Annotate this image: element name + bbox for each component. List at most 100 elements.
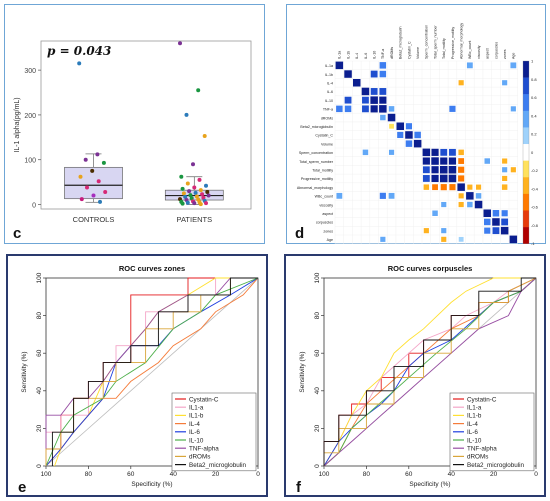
data-point — [77, 61, 82, 66]
y-tick-label: 0 — [36, 464, 43, 468]
colorbar-label: -0.2 — [531, 168, 539, 173]
legend-label: Beta2_microglobulin — [467, 462, 525, 469]
diagonal-cell — [500, 226, 509, 235]
correlation-cell — [458, 80, 464, 86]
correlation-cell — [441, 201, 447, 208]
data-point — [196, 88, 201, 93]
correlation-cell — [423, 184, 430, 190]
panel-letter-f: f — [296, 479, 302, 496]
correlation-cell — [379, 192, 386, 199]
colorbar-label: 0 — [531, 150, 534, 155]
correlation-cell — [502, 158, 508, 164]
correlation-cell — [370, 105, 378, 113]
roc-chart-corpuscles: ROC curves corpuscles 100 80 60 40 20 0 0 20 40 60… — [296, 264, 538, 496]
correlation-cell — [379, 62, 387, 69]
column-label: WBc_count — [468, 41, 472, 59]
column-label: zones — [503, 49, 507, 59]
correlation-cell — [380, 114, 386, 121]
colorbar-segment — [523, 177, 529, 195]
correlation-cell — [502, 175, 508, 182]
colorbar-label: -0.8 — [531, 223, 539, 228]
correlation-cell — [458, 236, 464, 242]
correlation-cell — [336, 192, 343, 199]
correlation-cell — [448, 157, 457, 165]
data-point — [201, 195, 206, 200]
correlation-cell — [370, 88, 378, 95]
data-point — [85, 185, 89, 190]
row-label: corpuscles — [316, 221, 333, 225]
data-point — [179, 174, 184, 179]
correlation-cell — [440, 148, 448, 156]
correlation-cell — [432, 184, 438, 191]
legend-box — [171, 392, 257, 472]
diagonal-cell — [448, 174, 457, 183]
correlation-cell — [502, 80, 508, 86]
data-point — [98, 199, 102, 204]
y-tick-label: 60 — [36, 349, 43, 357]
row-label: zones — [323, 229, 333, 233]
row-label: Age — [327, 238, 333, 242]
column-label: Beta2_microglobulin — [399, 26, 403, 59]
colorbar-segment — [523, 193, 529, 211]
data-point — [187, 189, 192, 194]
y-tick-label: 300 — [24, 68, 36, 75]
correlation-cell — [405, 140, 413, 147]
correlation-cell — [466, 62, 473, 69]
legend-label: IL-6 — [467, 429, 478, 436]
column-label: Progressive_motility — [451, 27, 455, 59]
x-tick-label: 60 — [405, 471, 413, 478]
row-label: IL-4 — [327, 81, 333, 85]
legend-label: Cystatin-C — [467, 396, 497, 403]
correlation-cell — [467, 201, 473, 208]
legend-label: TNF-alpha — [189, 446, 219, 453]
row-label: aspect — [322, 212, 333, 216]
roc-curve-beta2-microglobulin — [51, 277, 258, 466]
correlation-cell — [501, 218, 509, 226]
legend-label: IL-10 — [189, 437, 204, 444]
panel-e-roc-zones: ROC curves zones 100 80 60 40 20 0 0 20 40 60 80 100… — [6, 254, 268, 497]
data-point — [192, 185, 197, 190]
row-label: dROMs — [321, 116, 333, 120]
data-point — [198, 188, 203, 193]
correlation-cell — [432, 210, 438, 216]
data-point — [198, 202, 203, 207]
y-tick-label: 100 — [314, 272, 321, 283]
row-label: Progressive_motility — [301, 177, 333, 181]
diagonal-cell — [431, 157, 439, 165]
column-label: dROMs — [390, 47, 394, 59]
colorbar-segment — [523, 110, 529, 128]
colorbar-label: -0.4 — [531, 186, 539, 191]
colorbar-segment — [523, 210, 529, 228]
correlation-cell — [501, 184, 508, 190]
correlation-cell — [441, 236, 447, 242]
colorbar-segment — [523, 227, 529, 244]
y-tick-label: 80 — [314, 312, 321, 320]
diagonal-cell — [335, 61, 344, 70]
x-tick-label: 0 — [256, 471, 260, 478]
correlation-cell — [449, 184, 456, 191]
correlation-cell — [440, 157, 448, 165]
column-label: Total_sperm_number — [433, 24, 437, 59]
column-label: IL-6 — [364, 53, 368, 59]
p-value-annotation: p = 0.043 — [47, 44, 111, 58]
column-label: Age — [512, 53, 516, 59]
correlation-cell — [510, 62, 517, 69]
correlation-cell — [492, 210, 500, 217]
correlation-cell — [414, 131, 421, 139]
correlation-cell — [344, 105, 352, 113]
legend-label: IL1-a — [189, 405, 204, 412]
correlation-cell — [458, 201, 464, 208]
correlation-cell — [397, 131, 404, 139]
legend-label: IL-4 — [467, 421, 478, 428]
column-label: corpuscles — [494, 42, 498, 59]
row-label: IL-1a — [325, 64, 333, 68]
x-axis-label: Specificity (%) — [409, 481, 450, 488]
correlation-cell — [405, 123, 413, 130]
row-label: TNF-a — [323, 108, 333, 112]
correlation-cell — [475, 184, 482, 190]
column-label: Volume — [416, 47, 420, 59]
x-axis-label: Specificity (%) — [131, 481, 172, 488]
legend-label: IL1-b — [189, 413, 204, 420]
diagonal-cell — [370, 96, 378, 104]
correlation-cell — [458, 175, 465, 182]
